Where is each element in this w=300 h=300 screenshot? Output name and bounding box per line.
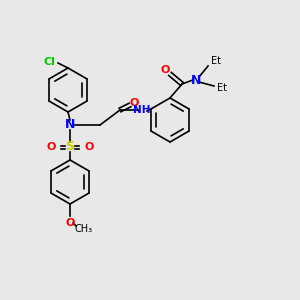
Text: O: O [160,65,170,75]
Text: O: O [84,142,94,152]
Text: NH: NH [133,105,151,115]
Text: N: N [65,118,75,131]
Text: N: N [191,74,201,86]
Text: O: O [46,142,56,152]
Text: Et: Et [211,56,221,66]
Text: O: O [65,218,75,228]
Text: Cl: Cl [43,57,55,67]
Text: Et: Et [217,83,227,93]
Text: O: O [129,98,139,108]
Text: S: S [65,140,74,154]
Text: CH₃: CH₃ [75,224,93,234]
